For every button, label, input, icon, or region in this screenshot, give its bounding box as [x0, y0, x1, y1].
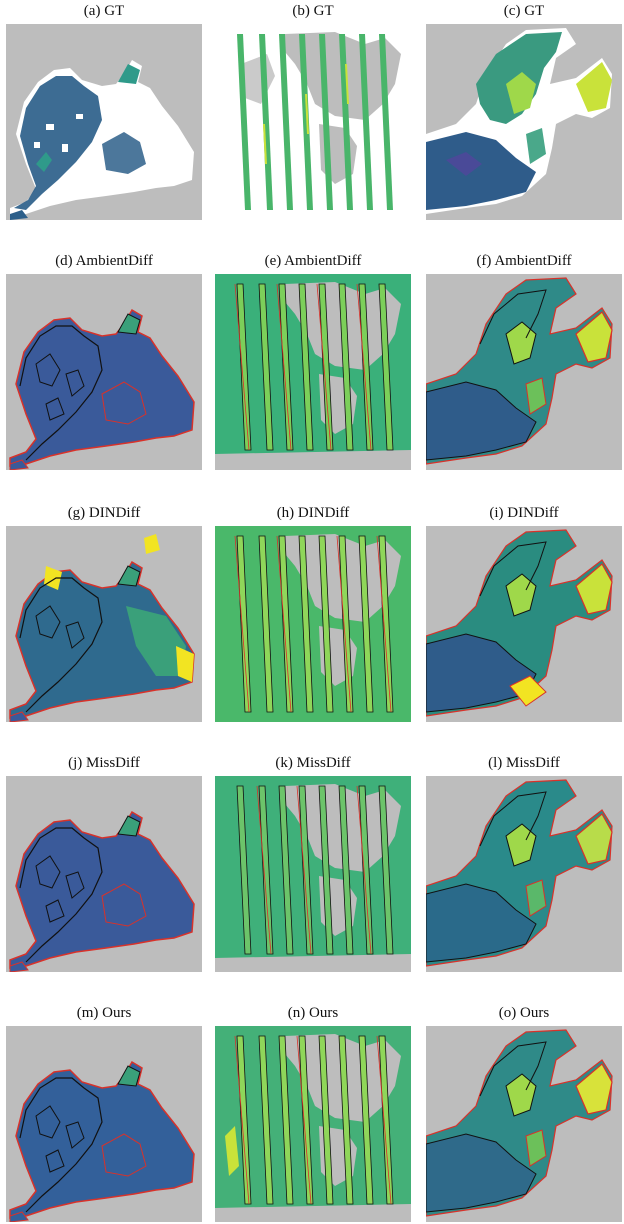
map-image: [215, 526, 411, 722]
map-image: [215, 776, 411, 972]
baltic-pred-map: [426, 1029, 613, 1217]
panel-caption: (a) GT: [83, 3, 125, 19]
baltic-gt-map: [426, 28, 612, 214]
world-swaths-pred-map: [215, 274, 411, 470]
map-image: [6, 24, 202, 220]
panel-caption: (d) AmbientDiff: [55, 253, 153, 269]
map-image: [426, 1026, 622, 1222]
panel-caption: (g) DINDiff: [67, 505, 141, 521]
panel-caption: (k) MissDiff: [275, 755, 351, 771]
map-image: [426, 274, 622, 470]
world-swaths-pred-map: [215, 1026, 411, 1222]
world-swaths-pred-map: [215, 526, 411, 722]
panel-caption: (i) DINDiff: [489, 505, 559, 521]
map-image: [6, 776, 202, 972]
panel-caption: (h) DINDiff: [276, 505, 350, 521]
panel-caption: (m) Ours: [76, 1005, 132, 1021]
map-image: [6, 1026, 202, 1222]
panel-caption: (o) Ours: [498, 1005, 550, 1021]
panel-caption: (n) Ours: [287, 1005, 339, 1021]
world-swaths-pred-map: [215, 776, 411, 972]
black-sea-pred-map: [9, 534, 195, 722]
panel-caption: (b) GT: [292, 3, 334, 19]
black-sea-gt-map: [10, 60, 194, 220]
black-sea-pred-map: [9, 308, 195, 470]
map-image: [6, 274, 202, 470]
panel-caption: (l) MissDiff: [488, 755, 560, 771]
map-image: [6, 526, 202, 722]
panel-caption: (e) AmbientDiff: [264, 253, 362, 269]
panel-caption: (c) GT: [503, 3, 545, 19]
panel-caption: (f) AmbientDiff: [476, 253, 572, 269]
panel-caption: (j) MissDiff: [68, 755, 140, 771]
map-image: [215, 1026, 411, 1222]
map-image: [426, 776, 622, 972]
map-image: [215, 24, 411, 220]
baltic-pred-map: [426, 277, 613, 465]
map-image: [215, 274, 411, 470]
baltic-pred-map: [426, 529, 613, 717]
world-swaths-gt-map: [215, 24, 411, 220]
baltic-pred-map: [426, 779, 613, 967]
black-sea-pred-map: [9, 810, 195, 972]
map-image: [426, 24, 622, 220]
black-sea-pred-map: [9, 1060, 195, 1222]
map-image: [426, 526, 622, 722]
